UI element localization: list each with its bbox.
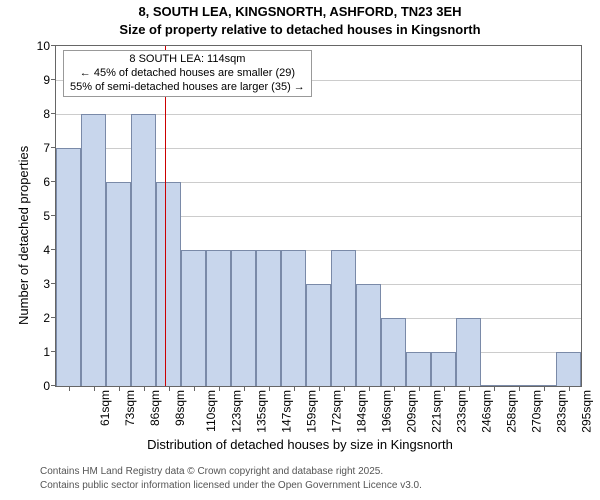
bar [331,250,356,386]
x-axis-label: Distribution of detached houses by size … [0,437,600,452]
bar [206,250,231,386]
y-axis-label: Number of detached properties [16,146,31,325]
xtick-mark [344,386,345,391]
chart-title-line2: Size of property relative to detached ho… [0,22,600,37]
bar [181,250,206,386]
xtick-label: 73sqm [123,390,137,426]
ytick-label: 0 [43,379,50,393]
annotation-line: 8 SOUTH LEA: 114sqm [70,53,305,67]
bar [81,114,106,386]
ytick-label: 10 [37,39,50,53]
ytick-label: 9 [43,73,50,87]
xtick-label: 196sqm [379,390,393,433]
xtick-label: 283sqm [554,390,568,433]
xtick-label: 172sqm [329,390,343,433]
xtick-label: 184sqm [354,390,368,433]
xtick-label: 246sqm [479,390,493,433]
ytick-mark [51,79,56,80]
annotation-box: 8 SOUTH LEA: 114sqm← 45% of detached hou… [63,50,312,97]
bar [456,318,481,386]
ytick-mark [51,113,56,114]
chart-container: 8, SOUTH LEA, KINGSNORTH, ASHFORD, TN23 … [0,0,600,500]
xtick-mark [69,386,70,391]
ytick-label: 2 [43,311,50,325]
bar [231,250,256,386]
xtick-mark [469,386,470,391]
xtick-mark [169,386,170,391]
ytick-label: 7 [43,141,50,155]
ytick-label: 4 [43,243,50,257]
bar [356,284,381,386]
xtick-mark [94,386,95,391]
ytick-label: 6 [43,175,50,189]
xtick-mark [244,386,245,391]
bar [56,148,81,386]
footer-line1: Contains HM Land Registry data © Crown c… [40,466,383,477]
annotation-line: ← 45% of detached houses are smaller (29… [70,67,305,81]
xtick-mark [194,386,195,391]
xtick-mark [294,386,295,391]
xtick-label: 147sqm [279,390,293,433]
xtick-mark [419,386,420,391]
bar [156,182,181,386]
xtick-mark [444,386,445,391]
bar [131,114,156,386]
xtick-label: 258sqm [504,390,518,433]
xtick-label: 135sqm [254,390,268,433]
xtick-mark [219,386,220,391]
footer-line2: Contains public sector information licen… [40,480,422,491]
xtick-label: 233sqm [454,390,468,433]
xtick-mark [519,386,520,391]
bar [281,250,306,386]
xtick-mark [319,386,320,391]
xtick-mark [269,386,270,391]
xtick-label: 295sqm [579,390,593,433]
xtick-label: 98sqm [173,390,187,426]
xtick-mark [494,386,495,391]
xtick-label: 159sqm [304,390,318,433]
bar [256,250,281,386]
xtick-mark [569,386,570,391]
bar [556,352,581,386]
ytick-label: 8 [43,107,50,121]
bar [306,284,331,386]
xtick-mark [144,386,145,391]
ytick-label: 5 [43,209,50,223]
xtick-label: 110sqm [203,390,217,432]
xtick-mark [119,386,120,391]
xtick-label: 123sqm [229,390,243,433]
bar [106,182,131,386]
xtick-label: 61sqm [98,390,112,426]
chart-title-line1: 8, SOUTH LEA, KINGSNORTH, ASHFORD, TN23 … [0,4,600,19]
annotation-line: 55% of semi-detached houses are larger (… [70,81,305,95]
xtick-mark [369,386,370,391]
xtick-label: 221sqm [429,390,443,433]
xtick-label: 86sqm [148,390,162,426]
xtick-mark [544,386,545,391]
ytick-label: 3 [43,277,50,291]
xtick-label: 209sqm [404,390,418,433]
xtick-mark [394,386,395,391]
ytick-label: 1 [43,345,50,359]
bar [381,318,406,386]
bar [431,352,456,386]
ytick-mark [51,45,56,46]
bar [406,352,431,386]
xtick-label: 270sqm [529,390,543,433]
